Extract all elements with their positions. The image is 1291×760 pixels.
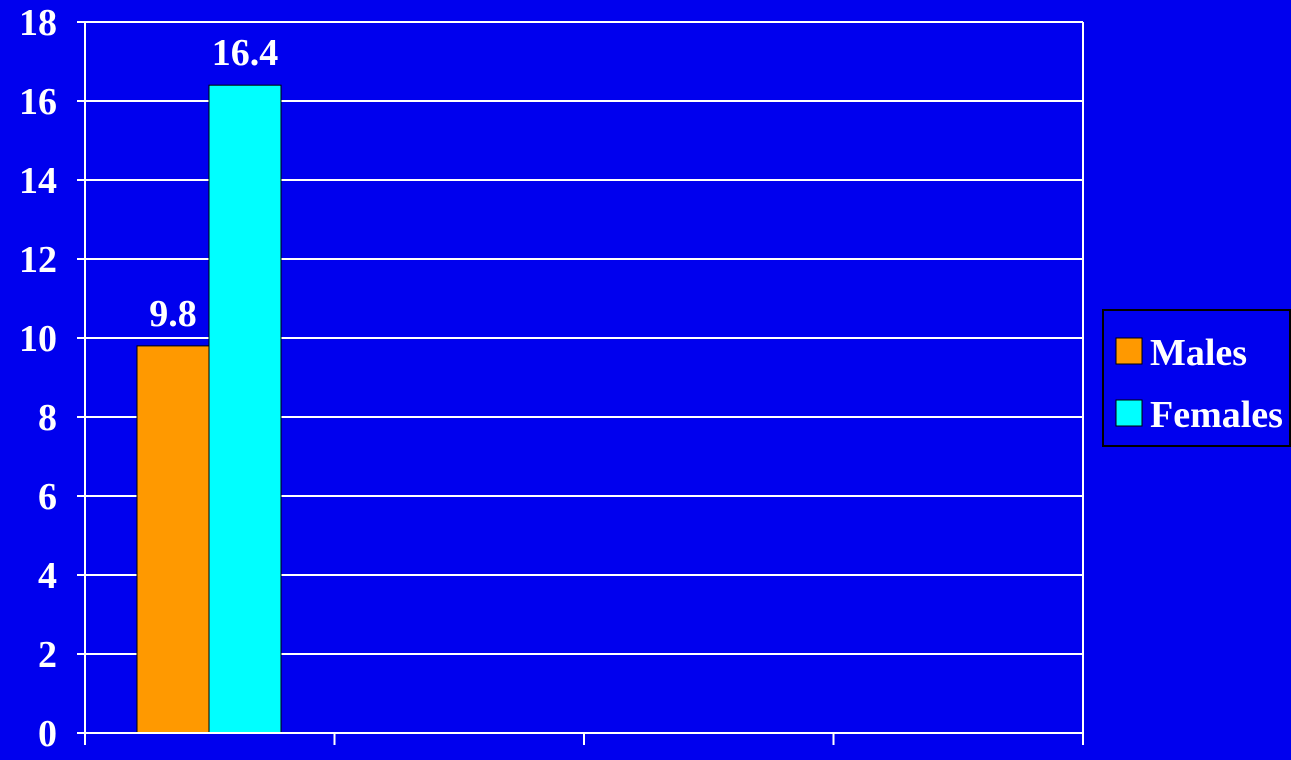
bars (136, 84, 282, 734)
y-tick-label: 12 (19, 239, 57, 281)
legend-swatch-males (1115, 337, 1143, 365)
data-label-males: 9.8 (149, 293, 197, 335)
data-label-females: 16.4 (212, 32, 279, 74)
bar-females (208, 84, 282, 734)
legend-label-males: Males (1150, 332, 1247, 374)
legend-swatch-females (1115, 399, 1143, 427)
y-tick-label: 0 (38, 713, 57, 755)
y-tick-label: 18 (19, 2, 57, 44)
y-tick-label: 2 (38, 634, 57, 676)
y-tick-label: 6 (38, 476, 57, 518)
axes: 0 2 4 6 8 10 12 14 16 18 (19, 2, 1084, 755)
legend-label-females: Females (1150, 394, 1283, 436)
y-tick-label: 16 (19, 81, 57, 123)
legend: Males Females (1102, 309, 1291, 447)
y-tick-label: 4 (38, 555, 57, 597)
bar-males (136, 345, 210, 734)
y-tick-label: 10 (19, 318, 57, 360)
y-tick-label: 14 (19, 160, 57, 202)
data-labels: 9.8 16.4 (149, 32, 278, 335)
y-tick-label: 8 (38, 397, 57, 439)
